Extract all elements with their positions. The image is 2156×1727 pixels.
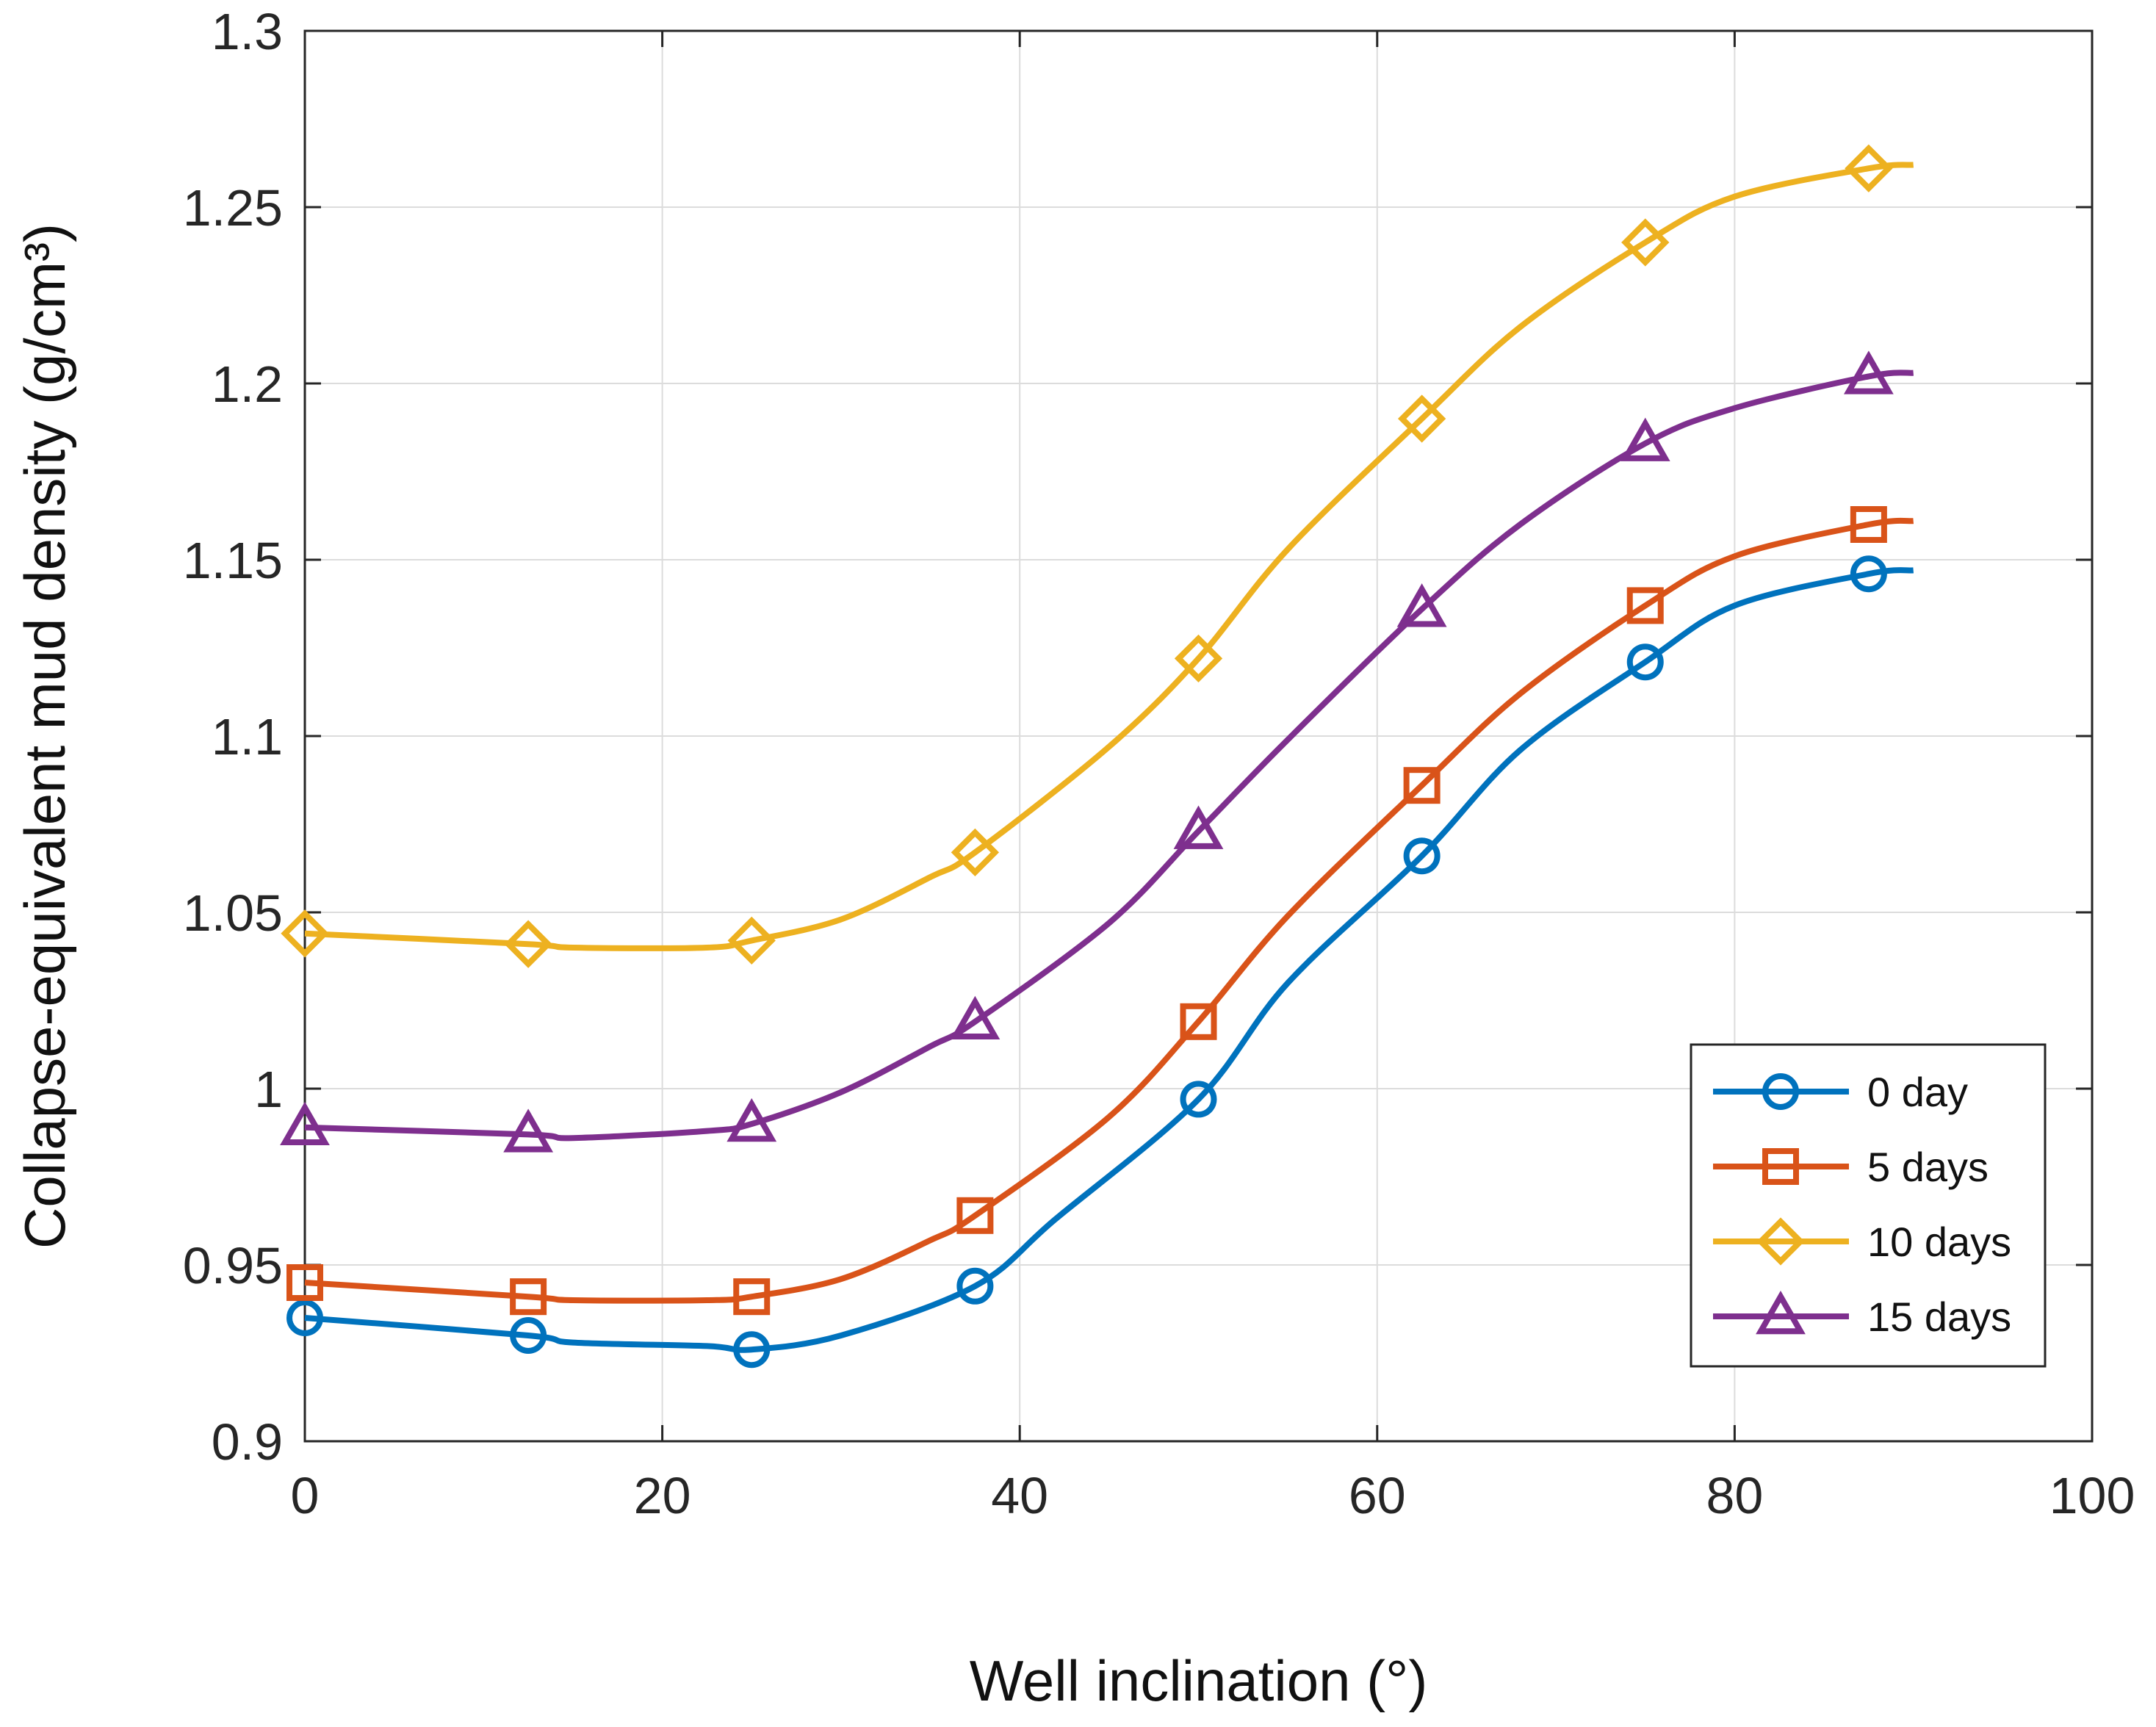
legend-label: 15 days [1867, 1294, 2011, 1340]
data-point [1173, 805, 1224, 849]
series-15-days [280, 350, 1914, 1153]
axis-ticks: 0 20 40 60 80 100 0.9 0.95 1 1.05 1.1 1.15 1.2 1.25 1.… [183, 3, 2135, 1524]
data-point [1180, 1081, 1217, 1118]
series-5-days [286, 506, 1914, 1316]
x-tick-label: 20 [634, 1467, 691, 1524]
data-point [286, 1299, 323, 1336]
data-point [286, 1264, 323, 1301]
data-point [1620, 417, 1670, 461]
series-line [304, 567, 1914, 1353]
data-point [1626, 587, 1664, 624]
data-point [727, 916, 776, 965]
x-tick-label: 80 [1706, 1467, 1763, 1524]
legend-marker [1756, 1217, 1805, 1266]
data-point [950, 995, 1001, 1040]
data-point [727, 1097, 777, 1142]
legend-marker [1756, 1290, 1806, 1335]
series-line [304, 517, 1914, 1304]
legend-box [1690, 1043, 2047, 1368]
data-point [281, 909, 329, 958]
series-10-days [281, 144, 1914, 968]
data-point [956, 1197, 994, 1234]
legend-label: 10 days [1867, 1219, 2011, 1265]
y-tick-label: 0.95 [183, 1237, 283, 1294]
data-point [733, 1278, 771, 1316]
y-tick-label: 1.25 [183, 179, 283, 237]
y-tick-label: 1.15 [183, 532, 283, 589]
data-point [951, 828, 1000, 877]
series-line [304, 369, 1914, 1142]
data-point [1843, 350, 1894, 394]
y-tick-label: 0.9 [212, 1413, 283, 1471]
legend-item: 5 days [1713, 1144, 1989, 1190]
legend-marker [1762, 1148, 1799, 1185]
data-point [510, 1278, 547, 1316]
x-tick-label: 0 [291, 1467, 320, 1524]
data-point [1626, 643, 1664, 681]
legend-item: 0 day [1713, 1069, 1968, 1115]
legend-item: 10 days [1713, 1217, 2011, 1266]
y-tick-label: 1.05 [183, 884, 283, 942]
x-axis-title: Well inclination (°) [970, 1648, 1428, 1713]
legend-label: 0 day [1867, 1069, 1968, 1115]
y-tick-label: 1.3 [212, 3, 283, 60]
legend-label: 5 days [1867, 1144, 1989, 1190]
x-tick-label: 40 [991, 1467, 1048, 1524]
data-point [1403, 767, 1441, 804]
legend: 0 day 5 days 10 days 15 days [1690, 1043, 2047, 1368]
series-0-day [286, 555, 1914, 1369]
series-lines [280, 144, 1914, 1369]
data-point [1850, 506, 1887, 543]
legend-marker [1762, 1073, 1799, 1110]
data-point [1403, 837, 1441, 875]
data-point [1850, 555, 1887, 593]
data-point [1396, 583, 1447, 627]
data-point [1621, 218, 1670, 267]
legend-item: 15 days [1713, 1290, 2011, 1340]
data-point [280, 1101, 330, 1146]
data-point [510, 1317, 547, 1354]
x-tick-label: 60 [1349, 1467, 1406, 1524]
data-point [956, 1267, 994, 1305]
data-point [1180, 1003, 1217, 1040]
x-tick-label: 100 [2049, 1467, 2135, 1524]
data-point [1845, 144, 1893, 192]
y-tick-label: 1.1 [212, 708, 283, 765]
series-line [304, 162, 1914, 951]
data-point [1397, 394, 1446, 443]
data-point [503, 1108, 554, 1153]
y-tick-label: 1.2 [212, 356, 283, 413]
y-axis-title: Collapse-equivalent mud density (g/cm³) [12, 223, 77, 1249]
y-tick-label: 1 [254, 1061, 283, 1118]
data-point [504, 920, 552, 968]
data-point [733, 1331, 771, 1369]
data-point [1174, 634, 1223, 683]
